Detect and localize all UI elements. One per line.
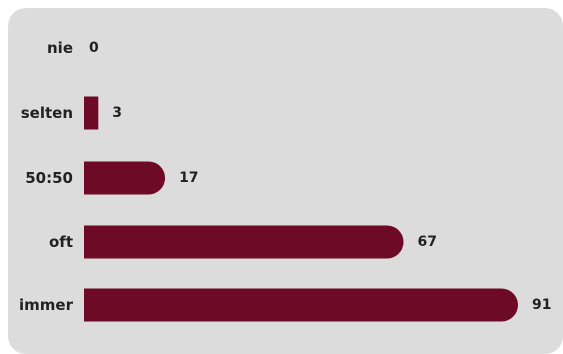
value-label-selten: 3 [112, 105, 122, 121]
bar-oft [84, 225, 404, 259]
value-label-nie: 0 [89, 40, 99, 56]
category-label-50-50: 50:50 [25, 169, 73, 187]
bar-immer [84, 288, 518, 322]
category-label-selten: selten [21, 104, 73, 122]
category-label-oft: oft [49, 233, 73, 251]
value-label-50-50: 17 [179, 170, 198, 186]
value-label-oft: 67 [418, 234, 437, 250]
value-label-immer: 91 [532, 297, 551, 313]
bar-selten [84, 96, 99, 130]
bar-50-50 [84, 161, 166, 195]
category-label-immer: immer [19, 296, 74, 314]
category-label-nie: nie [47, 39, 73, 57]
